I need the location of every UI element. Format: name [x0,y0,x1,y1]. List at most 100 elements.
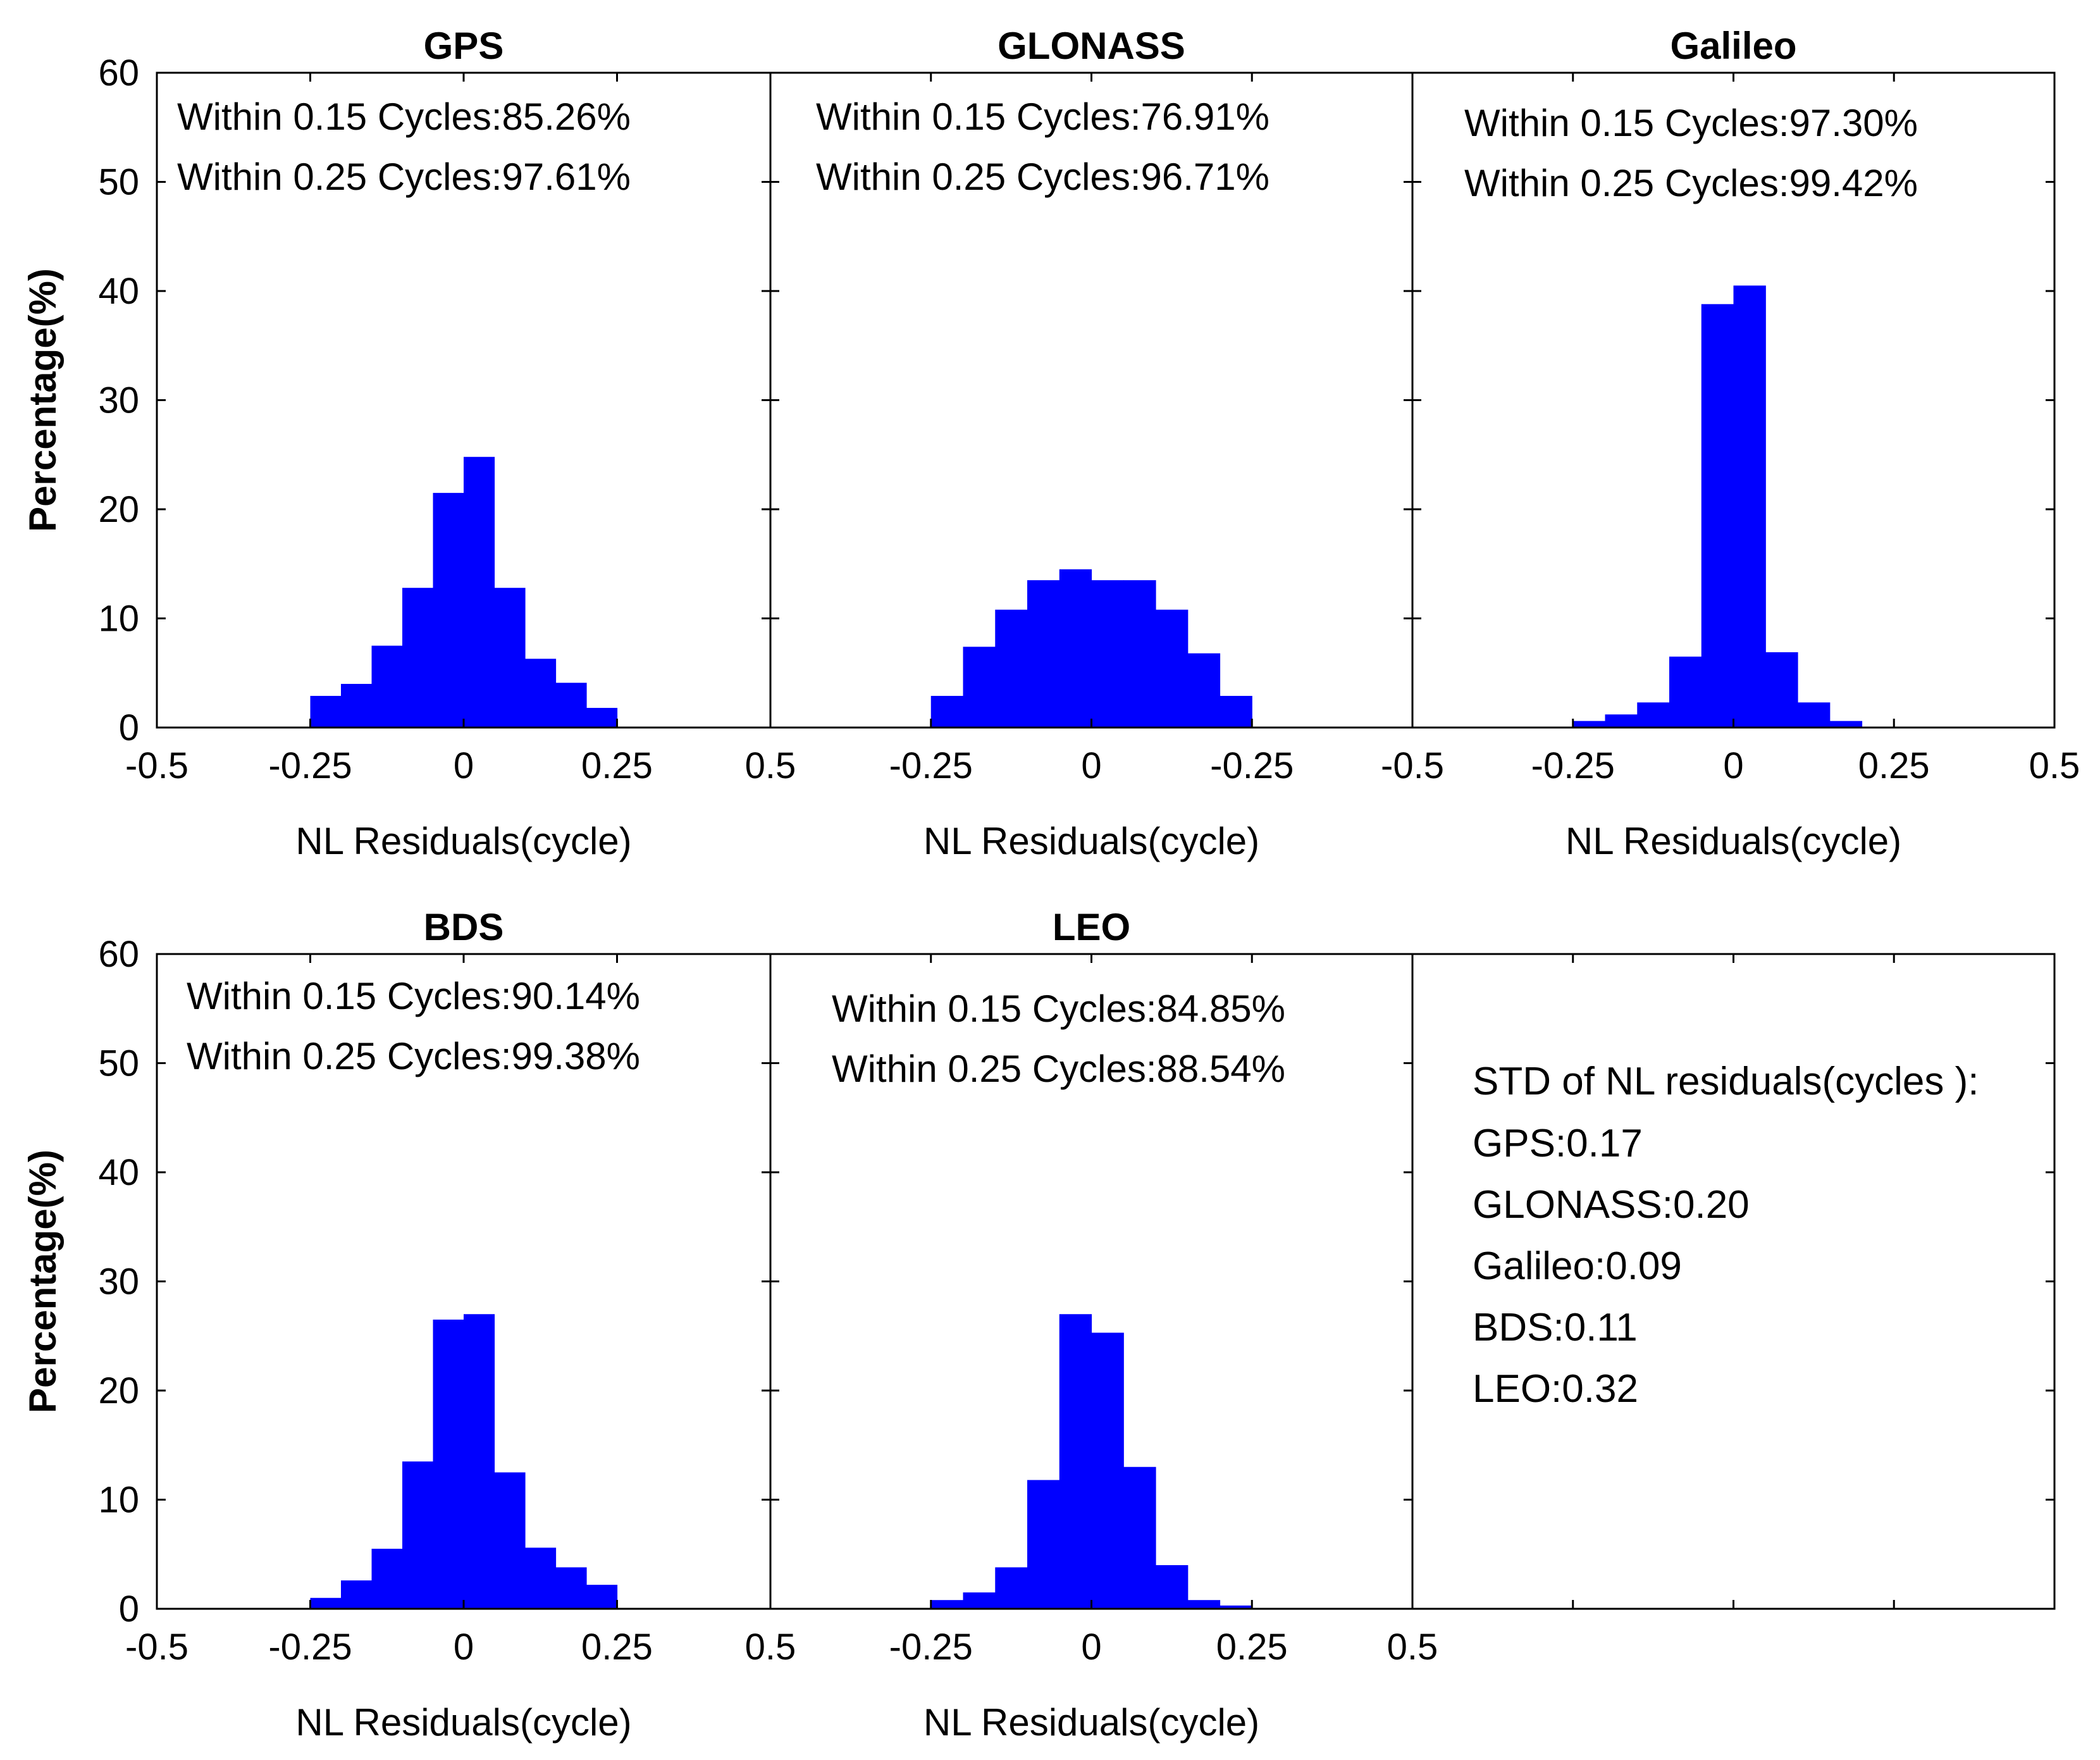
histogram-bar [402,1461,434,1609]
y-tick-label: 50 [98,1043,139,1084]
y-tick-label: 20 [98,489,139,530]
within-cycles-annotation: Within 0.15 Cycles:97.30% [1464,102,1918,144]
histogram-bar [963,1592,996,1609]
chart-title: GLONASS [998,25,1185,67]
y-tick-label: 60 [98,53,139,94]
x-axis-label: NL Residuals(cycle) [1566,820,1901,862]
histogram-bar [1829,721,1863,728]
y-tick-label: 0 [119,1589,139,1630]
histogram-bar [1091,1332,1124,1609]
x-tick-label: -0.5 [125,1627,188,1668]
chart-title: Galileo [1670,25,1796,67]
histogram-bar [310,1597,342,1609]
within-cycles-annotation: Within 0.15 Cycles:90.14% [187,975,640,1017]
histogram-bar [1220,695,1252,728]
std-heading: STD of NL residuals(cycles ): [1473,1060,1979,1103]
histogram-bar [1059,1314,1092,1609]
histogram-bar [1605,714,1638,728]
histogram-bar [371,645,403,728]
within-cycles-annotation: Within 0.15 Cycles:76.91% [816,96,1269,138]
x-tick-label: -0.25 [1210,745,1294,786]
y-tick-label: 30 [98,380,139,421]
y-tick-label: 40 [98,1152,139,1193]
histogram-bar [1572,721,1606,728]
histogram-bar [1765,652,1798,728]
y-tick-label: 50 [98,162,139,203]
histogram-bar [433,1319,464,1609]
x-tick-label: 0.25 [581,1627,653,1668]
y-tick-label: 60 [98,934,139,975]
histogram-bar [402,588,434,728]
histogram-bar [555,1567,587,1609]
x-tick-label: -0.25 [889,1627,973,1668]
histogram-bar [525,1547,557,1609]
x-tick-label: 0.25 [581,745,653,786]
x-tick-label: -0.5 [125,745,188,786]
x-tick-label: 0 [1081,1627,1101,1668]
within-cycles-annotation: Within 0.15 Cycles:84.85% [832,988,1285,1030]
chart-panel-leo: 0.5 -0.25 0 0.25 0.5 LEO NL Residuals(cycle) Wi… [745,906,1438,1744]
chart-panel-glonass: -0.25 0 -0.25 -0.5 GLONASS NL Residuals(cycle… [769,25,1444,862]
histogram-bar [310,695,342,728]
histogram-bar [1733,285,1766,728]
x-axis-label: NL Residuals(cycle) [295,820,631,862]
y-tick-label: 10 [98,1480,139,1521]
histogram-bar [1123,580,1156,728]
histogram-bar [341,1580,373,1609]
x-tick-label: 0.25 [1216,1627,1288,1668]
histogram-bar [1669,656,1702,728]
x-tick-label: -0.25 [1531,745,1615,786]
histogram-bar [1637,702,1670,728]
histogram-bar [995,609,1028,728]
chart-title: GPS [424,25,504,67]
std-line: LEO:0.32 [1473,1367,1638,1411]
x-tick-label: 0.5 [1387,1627,1438,1668]
within-cycles-annotation: Within 0.25 Cycles:99.38% [187,1035,640,1077]
x-tick-label: -0.25 [268,745,352,786]
chart-panel-bds: 0 10 20 30 40 50 60 -0.5 -0.25 0 0.25 BDS NL Residua… [22,906,772,1744]
histogram-bar [341,684,373,728]
histogram-bar [1123,1466,1156,1609]
within-cycles-annotation: Within 0.15 Cycles:85.26% [177,96,631,138]
y-tick-label: 30 [98,1261,139,1303]
chart-panel-gps: 0 10 20 30 40 50 60 -0.5 -0.25 0 0.25 0.5 GPS NL Resi… [22,25,796,862]
histogram-bar [494,1472,526,1609]
histogram-bar [464,457,495,728]
x-tick-label: -0.5 [1381,745,1444,786]
within-cycles-annotation: Within 0.25 Cycles:88.54% [832,1048,1285,1090]
within-cycles-annotation: Within 0.25 Cycles:99.42% [1464,162,1918,204]
histogram-bar [1027,1480,1060,1609]
histogram-bar [963,647,996,728]
histogram-bar [1059,569,1092,728]
std-line: BDS:0.11 [1473,1306,1638,1349]
chart-title: LEO [1053,906,1130,948]
x-tick-label: 0.5 [745,1627,796,1668]
y-tick-label: 40 [98,271,139,312]
x-tick-label: 0.5 [745,745,796,786]
x-axis-label: NL Residuals(cycle) [295,1701,631,1744]
histogram-bar [1701,304,1734,728]
std-line: GPS:0.17 [1473,1122,1643,1165]
histogram-bar [930,1600,964,1609]
histogram-bar [1156,609,1189,728]
std-summary-panel: STD of NL residuals(cycles ): GPS:0.17 GLO… [1411,953,2056,1610]
y-tick-label: 0 [119,707,139,748]
histogram-bar [525,659,557,728]
histogram-bar [1027,580,1060,728]
histogram-bar [1187,653,1221,728]
histogram-bar [1220,1605,1252,1609]
within-cycles-annotation: Within 0.25 Cycles:96.71% [816,156,1269,198]
histogram-bar [586,1585,618,1609]
x-tick-label: -0.25 [889,745,973,786]
x-tick-label: 0.5 [2029,745,2080,786]
x-axis-label: NL Residuals(cycle) [923,1701,1259,1744]
x-tick-label: 0 [454,745,474,786]
chart-panel-galileo: -0.25 0 0.25 0.5 Galileo NL Residuals(cycle) W… [1411,25,2080,862]
histogram-bar [930,695,964,728]
histogram-bar [433,493,464,728]
histogram-bar [464,1314,495,1609]
y-tick-label: 10 [98,598,139,640]
y-axis-label: Percentage(%) [22,268,64,532]
y-tick-label: 20 [98,1370,139,1411]
